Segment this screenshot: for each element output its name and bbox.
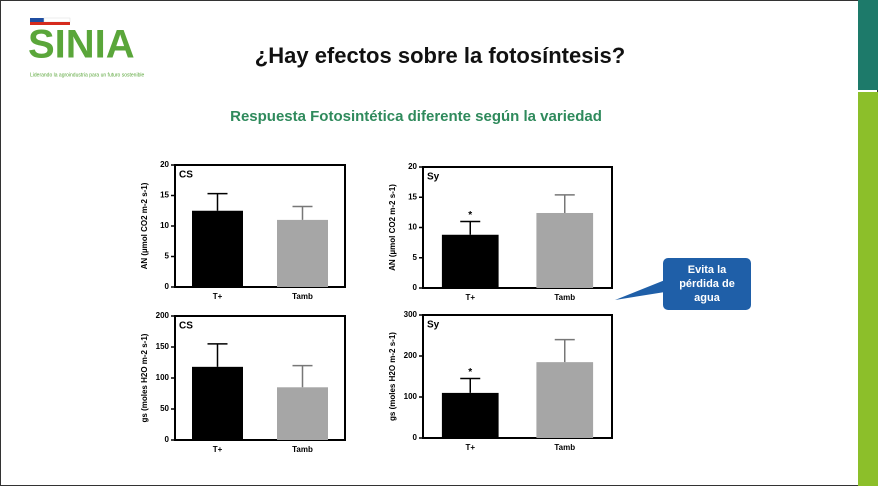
callout-text: pérdida de bbox=[679, 278, 735, 290]
callout-box bbox=[663, 258, 751, 310]
y-axis-label: gs (moles H2O m-2 s-1) bbox=[140, 333, 149, 422]
y-tick-label: 150 bbox=[156, 342, 170, 351]
bar bbox=[536, 212, 594, 288]
y-tick-label: 0 bbox=[413, 283, 418, 292]
bar bbox=[441, 392, 499, 438]
panel-label: CS bbox=[179, 170, 193, 181]
error-bar bbox=[292, 205, 313, 220]
callout-pointer bbox=[615, 280, 665, 300]
x-tick-label: T+ bbox=[213, 445, 223, 454]
y-tick-label: 50 bbox=[160, 404, 169, 413]
flag-white bbox=[43, 17, 71, 23]
error-bar bbox=[460, 377, 481, 393]
x-tick-label: Tamb bbox=[292, 445, 313, 454]
bar bbox=[441, 234, 499, 288]
x-tick-label: Tamb bbox=[292, 292, 313, 301]
bar bbox=[192, 366, 243, 440]
y-tick-label: 0 bbox=[165, 282, 170, 291]
y-tick-label: 0 bbox=[165, 435, 170, 444]
error-bar bbox=[207, 343, 228, 367]
y-tick-label: 300 bbox=[404, 310, 418, 319]
plot-frame bbox=[422, 314, 613, 439]
y-tick-label: 10 bbox=[160, 221, 169, 230]
slide-title: ¿Hay efectos sobre la fotosíntesis? bbox=[255, 43, 625, 68]
x-tick-label: T+ bbox=[465, 293, 475, 302]
y-axis-label: gs (moles H2O m-2 s-1) bbox=[388, 332, 397, 421]
flag-blue bbox=[30, 18, 44, 22]
callout-text: Evita la bbox=[688, 264, 727, 276]
y-tick-label: 0 bbox=[413, 433, 418, 442]
y-tick-label: 20 bbox=[160, 160, 169, 169]
side-band bbox=[858, 92, 878, 486]
y-tick-label: 100 bbox=[404, 392, 418, 401]
y-tick-label: 15 bbox=[408, 192, 417, 201]
y-tick-label: 200 bbox=[404, 351, 418, 360]
x-tick-label: T+ bbox=[465, 443, 475, 452]
error-bar bbox=[554, 194, 575, 213]
annotation: * bbox=[468, 210, 472, 221]
y-axis-label: AN (µmol CO2 m-2 s-1) bbox=[388, 184, 397, 271]
y-tick-label: 100 bbox=[156, 373, 170, 382]
bar bbox=[277, 387, 328, 440]
annotation: * bbox=[468, 367, 472, 378]
callout: Evita la pérdida de agua bbox=[679, 264, 735, 304]
y-tick-label: 5 bbox=[413, 253, 418, 262]
x-tick-label: Tamb bbox=[554, 443, 575, 452]
subtitle: Respuesta Fotosintética diferente según … bbox=[230, 108, 602, 125]
side-band-top bbox=[858, 0, 878, 90]
y-tick-label: 200 bbox=[156, 311, 170, 320]
y-tick-label: 20 bbox=[408, 162, 417, 171]
bar bbox=[192, 210, 243, 287]
logo: SINIA bbox=[28, 23, 135, 67]
panel-label: Sy bbox=[427, 172, 440, 183]
callout-text: agua bbox=[694, 292, 721, 304]
panel-label: Sy bbox=[427, 320, 440, 331]
x-tick-label: Tamb bbox=[554, 293, 575, 302]
panel-label: CS bbox=[179, 321, 193, 332]
bar bbox=[536, 362, 594, 438]
bar bbox=[277, 219, 328, 287]
tagline: Liderando la agroindustria para un futur… bbox=[30, 72, 144, 78]
y-axis-label: AN (µmol CO2 m-2 s-1) bbox=[140, 182, 149, 269]
error-bar bbox=[460, 220, 481, 235]
error-bar bbox=[292, 364, 313, 388]
y-tick-label: 15 bbox=[160, 191, 169, 200]
error-bar bbox=[554, 338, 575, 363]
error-bar bbox=[207, 192, 228, 211]
y-tick-label: 5 bbox=[165, 252, 170, 261]
x-tick-label: T+ bbox=[213, 292, 223, 301]
y-tick-label: 10 bbox=[408, 223, 417, 232]
flag-red bbox=[30, 22, 70, 25]
